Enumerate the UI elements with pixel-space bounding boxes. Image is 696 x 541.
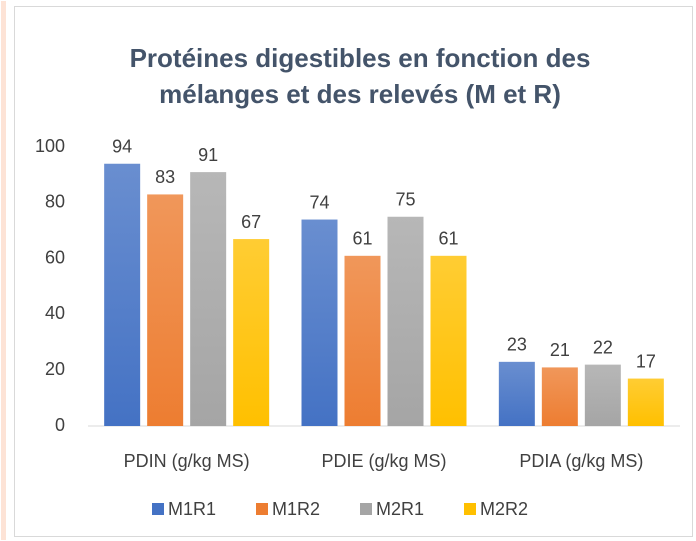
bar — [301, 219, 338, 426]
chart-frame — [14, 6, 693, 537]
bar — [430, 255, 467, 426]
bar — [387, 216, 424, 426]
bar — [104, 163, 141, 427]
y-tick-label: 80 — [45, 192, 65, 212]
x-tick-label: PDIA (g/kg MS) — [519, 451, 643, 471]
y-tick-label: 100 — [35, 136, 65, 156]
data-label: 94 — [112, 136, 132, 156]
data-label: 83 — [155, 167, 175, 187]
bar — [584, 364, 621, 426]
data-label: 21 — [550, 340, 570, 360]
x-tick-label: PDIE (g/kg MS) — [321, 451, 446, 471]
data-label: 91 — [198, 145, 218, 165]
y-tick-label: 0 — [55, 415, 65, 435]
y-tick-label: 60 — [45, 247, 65, 267]
y-tick-label: 40 — [45, 303, 65, 323]
data-label: 61 — [438, 229, 458, 249]
data-label: 75 — [395, 190, 415, 210]
data-label: 61 — [352, 229, 372, 249]
legend-swatch — [360, 503, 372, 515]
legend-swatch — [256, 503, 268, 515]
data-label: 23 — [507, 335, 527, 355]
bar — [147, 194, 184, 426]
side-accent — [1, 1, 6, 540]
data-label: 67 — [241, 212, 261, 232]
legend-label: M2R2 — [480, 499, 528, 519]
bar — [233, 239, 270, 426]
data-label: 74 — [309, 192, 329, 212]
bar — [190, 172, 227, 426]
chart-title: Protéines digestibles en fonction des mé… — [129, 43, 591, 109]
x-tick-label: PDIN (g/kg MS) — [124, 451, 250, 471]
bar — [627, 378, 664, 426]
bar — [541, 367, 578, 426]
data-label: 22 — [593, 337, 613, 357]
data-label: 17 — [636, 351, 656, 371]
legend-label: M1R2 — [272, 499, 320, 519]
bar — [498, 361, 535, 426]
y-tick-label: 20 — [45, 359, 65, 379]
bar — [344, 255, 381, 426]
legend-label: M1R1 — [168, 499, 216, 519]
legend-swatch — [152, 503, 164, 515]
legend-swatch — [464, 503, 476, 515]
legend-label: M2R1 — [376, 499, 424, 519]
